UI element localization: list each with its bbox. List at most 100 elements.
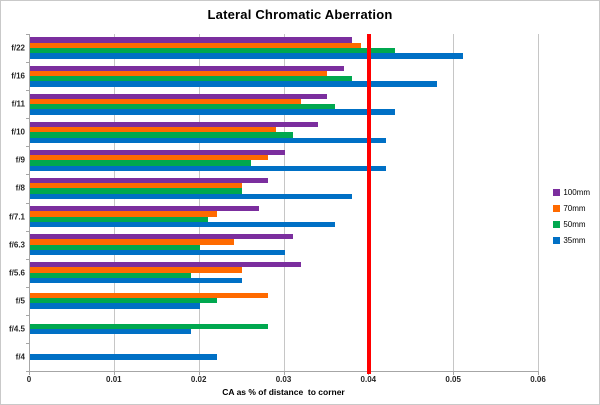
legend-label-100mm: 100mm xyxy=(563,188,590,197)
bar-f16-35mm xyxy=(30,81,438,87)
x-axis-tick xyxy=(453,372,455,375)
bar-f9-35mm xyxy=(30,165,387,171)
x-tick-label-0.02: 0.02 xyxy=(190,375,207,384)
category-band-f22 xyxy=(30,34,539,62)
y-axis-tick xyxy=(26,202,29,204)
bar-f6.3-70mm xyxy=(30,239,234,245)
y-tick-label-f16: f/16 xyxy=(11,71,25,81)
bar-f4.5-35mm xyxy=(30,328,192,335)
bar-f8-35mm xyxy=(30,193,353,200)
bar-f11-50mm xyxy=(30,104,336,110)
plot-area xyxy=(29,34,539,374)
x-tick-label-0: 0 xyxy=(26,375,32,384)
bar-f9-50mm xyxy=(30,160,251,166)
bar-f11-100mm xyxy=(30,93,327,99)
bar-f8-70mm xyxy=(30,183,243,189)
y-axis-tick xyxy=(26,146,29,148)
y-tick-label-f9: f/9 xyxy=(15,155,25,165)
bar-f6.3-35mm xyxy=(30,249,285,256)
bar-f4-35mm xyxy=(30,354,217,360)
category-band-f5 xyxy=(30,287,539,315)
y-axis-labels: f/22 f/16 f/11 f/10 f/9 f/8 f/7.1 f/6.3 f/5.6 f/5… xyxy=(1,34,25,371)
legend-item-35mm: 35mm xyxy=(553,236,590,245)
bar-f5.6-70mm xyxy=(30,267,243,273)
bar-f5.6-100mm xyxy=(30,262,302,268)
category-band-f9 xyxy=(30,146,539,174)
legend-label-35mm: 35mm xyxy=(563,236,586,245)
bar-f7.1-50mm xyxy=(30,216,209,222)
bar-f22-50mm xyxy=(30,48,395,54)
y-tick-label-f6.3: f/6.3 xyxy=(8,240,25,250)
y-tick-label-f5: f/5 xyxy=(15,296,25,306)
bar-f5-50mm xyxy=(30,298,217,304)
bar-f11-35mm xyxy=(30,109,395,115)
y-axis-tick xyxy=(26,174,29,176)
bar-f7.1-35mm xyxy=(30,221,336,228)
bar-f22-70mm xyxy=(30,42,361,49)
x-axis-tick xyxy=(538,372,539,375)
y-tick-label-f11: f/11 xyxy=(11,99,25,109)
y-axis-tick xyxy=(26,62,29,64)
legend-label-50mm: 50mm xyxy=(563,220,586,229)
category-band-f16 xyxy=(30,62,539,90)
legend-item-70mm: 70mm xyxy=(553,204,590,213)
x-axis-title: CA as % of distance to corner xyxy=(222,387,345,397)
bar-f5-35mm xyxy=(30,303,200,309)
gridline-x-0.05 xyxy=(453,34,455,371)
category-rows xyxy=(30,34,539,371)
category-band-f4 xyxy=(30,343,539,371)
bar-f5.6-35mm xyxy=(30,277,243,284)
category-band-f5.6 xyxy=(30,259,539,287)
bar-f4.5-50mm xyxy=(30,323,268,329)
y-tick-label-f7.1: f/7.1 xyxy=(8,212,25,222)
legend-swatch-35mm xyxy=(553,237,561,244)
bar-f10-100mm xyxy=(30,121,319,127)
y-axis-tick xyxy=(26,118,29,120)
bar-f10-50mm xyxy=(30,132,293,138)
legend-swatch-50mm xyxy=(553,221,561,228)
bar-f7.1-100mm xyxy=(30,205,260,212)
x-tick-label-0.06: 0.06 xyxy=(530,375,546,384)
y-tick-label-f5.6: f/5.6 xyxy=(8,268,25,278)
bar-f6.3-100mm xyxy=(30,233,293,240)
gridline-x-0.03 xyxy=(283,34,285,371)
y-tick-label-f22: f/22 xyxy=(11,43,25,53)
legend-label-70mm: 70mm xyxy=(563,204,586,213)
bar-f5-70mm xyxy=(30,292,268,299)
legend-item-50mm: 50mm xyxy=(553,220,590,229)
category-band-f11 xyxy=(30,90,539,118)
legend-swatch-100mm xyxy=(553,189,561,196)
legend-swatch-70mm xyxy=(553,205,561,212)
x-tick-label-0.04: 0.04 xyxy=(360,375,377,384)
bar-f6.3-50mm xyxy=(30,244,200,250)
bar-f16-50mm xyxy=(30,76,353,82)
bar-f8-50mm xyxy=(30,188,243,194)
reference-line xyxy=(367,34,372,374)
bar-f10-70mm xyxy=(30,126,277,133)
bar-f11-70mm xyxy=(30,98,302,105)
x-tick-label-0.01: 0.01 xyxy=(106,375,122,384)
chart-title: Lateral Chromatic Aberration xyxy=(207,7,393,22)
gridline-x-0.01 xyxy=(113,34,115,371)
x-tick-label-0.05: 0.05 xyxy=(445,375,461,384)
y-tick-label-f4.5: f/4.5 xyxy=(8,324,25,334)
y-tick-label-f4: f/4 xyxy=(15,352,25,362)
bar-f9-70mm xyxy=(30,155,268,161)
bar-f10-35mm xyxy=(30,137,387,143)
y-axis-tick xyxy=(26,90,29,92)
category-band-f6.3 xyxy=(30,231,539,259)
y-axis-tick xyxy=(26,230,29,232)
y-axis-tick xyxy=(26,258,29,260)
legend-item-100mm: 100mm xyxy=(553,188,590,197)
x-axis-tick xyxy=(283,372,285,375)
bar-f7.1-70mm xyxy=(30,211,217,217)
bar-f22-35mm xyxy=(30,53,463,59)
legend: 100mm 70mm 50mm 35mm xyxy=(553,188,590,245)
bar-f16-100mm xyxy=(30,65,344,71)
y-axis-tick xyxy=(26,314,29,316)
bar-f16-70mm xyxy=(30,70,327,77)
y-axis-tick xyxy=(26,342,29,344)
bar-f5.6-50mm xyxy=(30,272,192,278)
y-axis-tick xyxy=(26,34,29,35)
